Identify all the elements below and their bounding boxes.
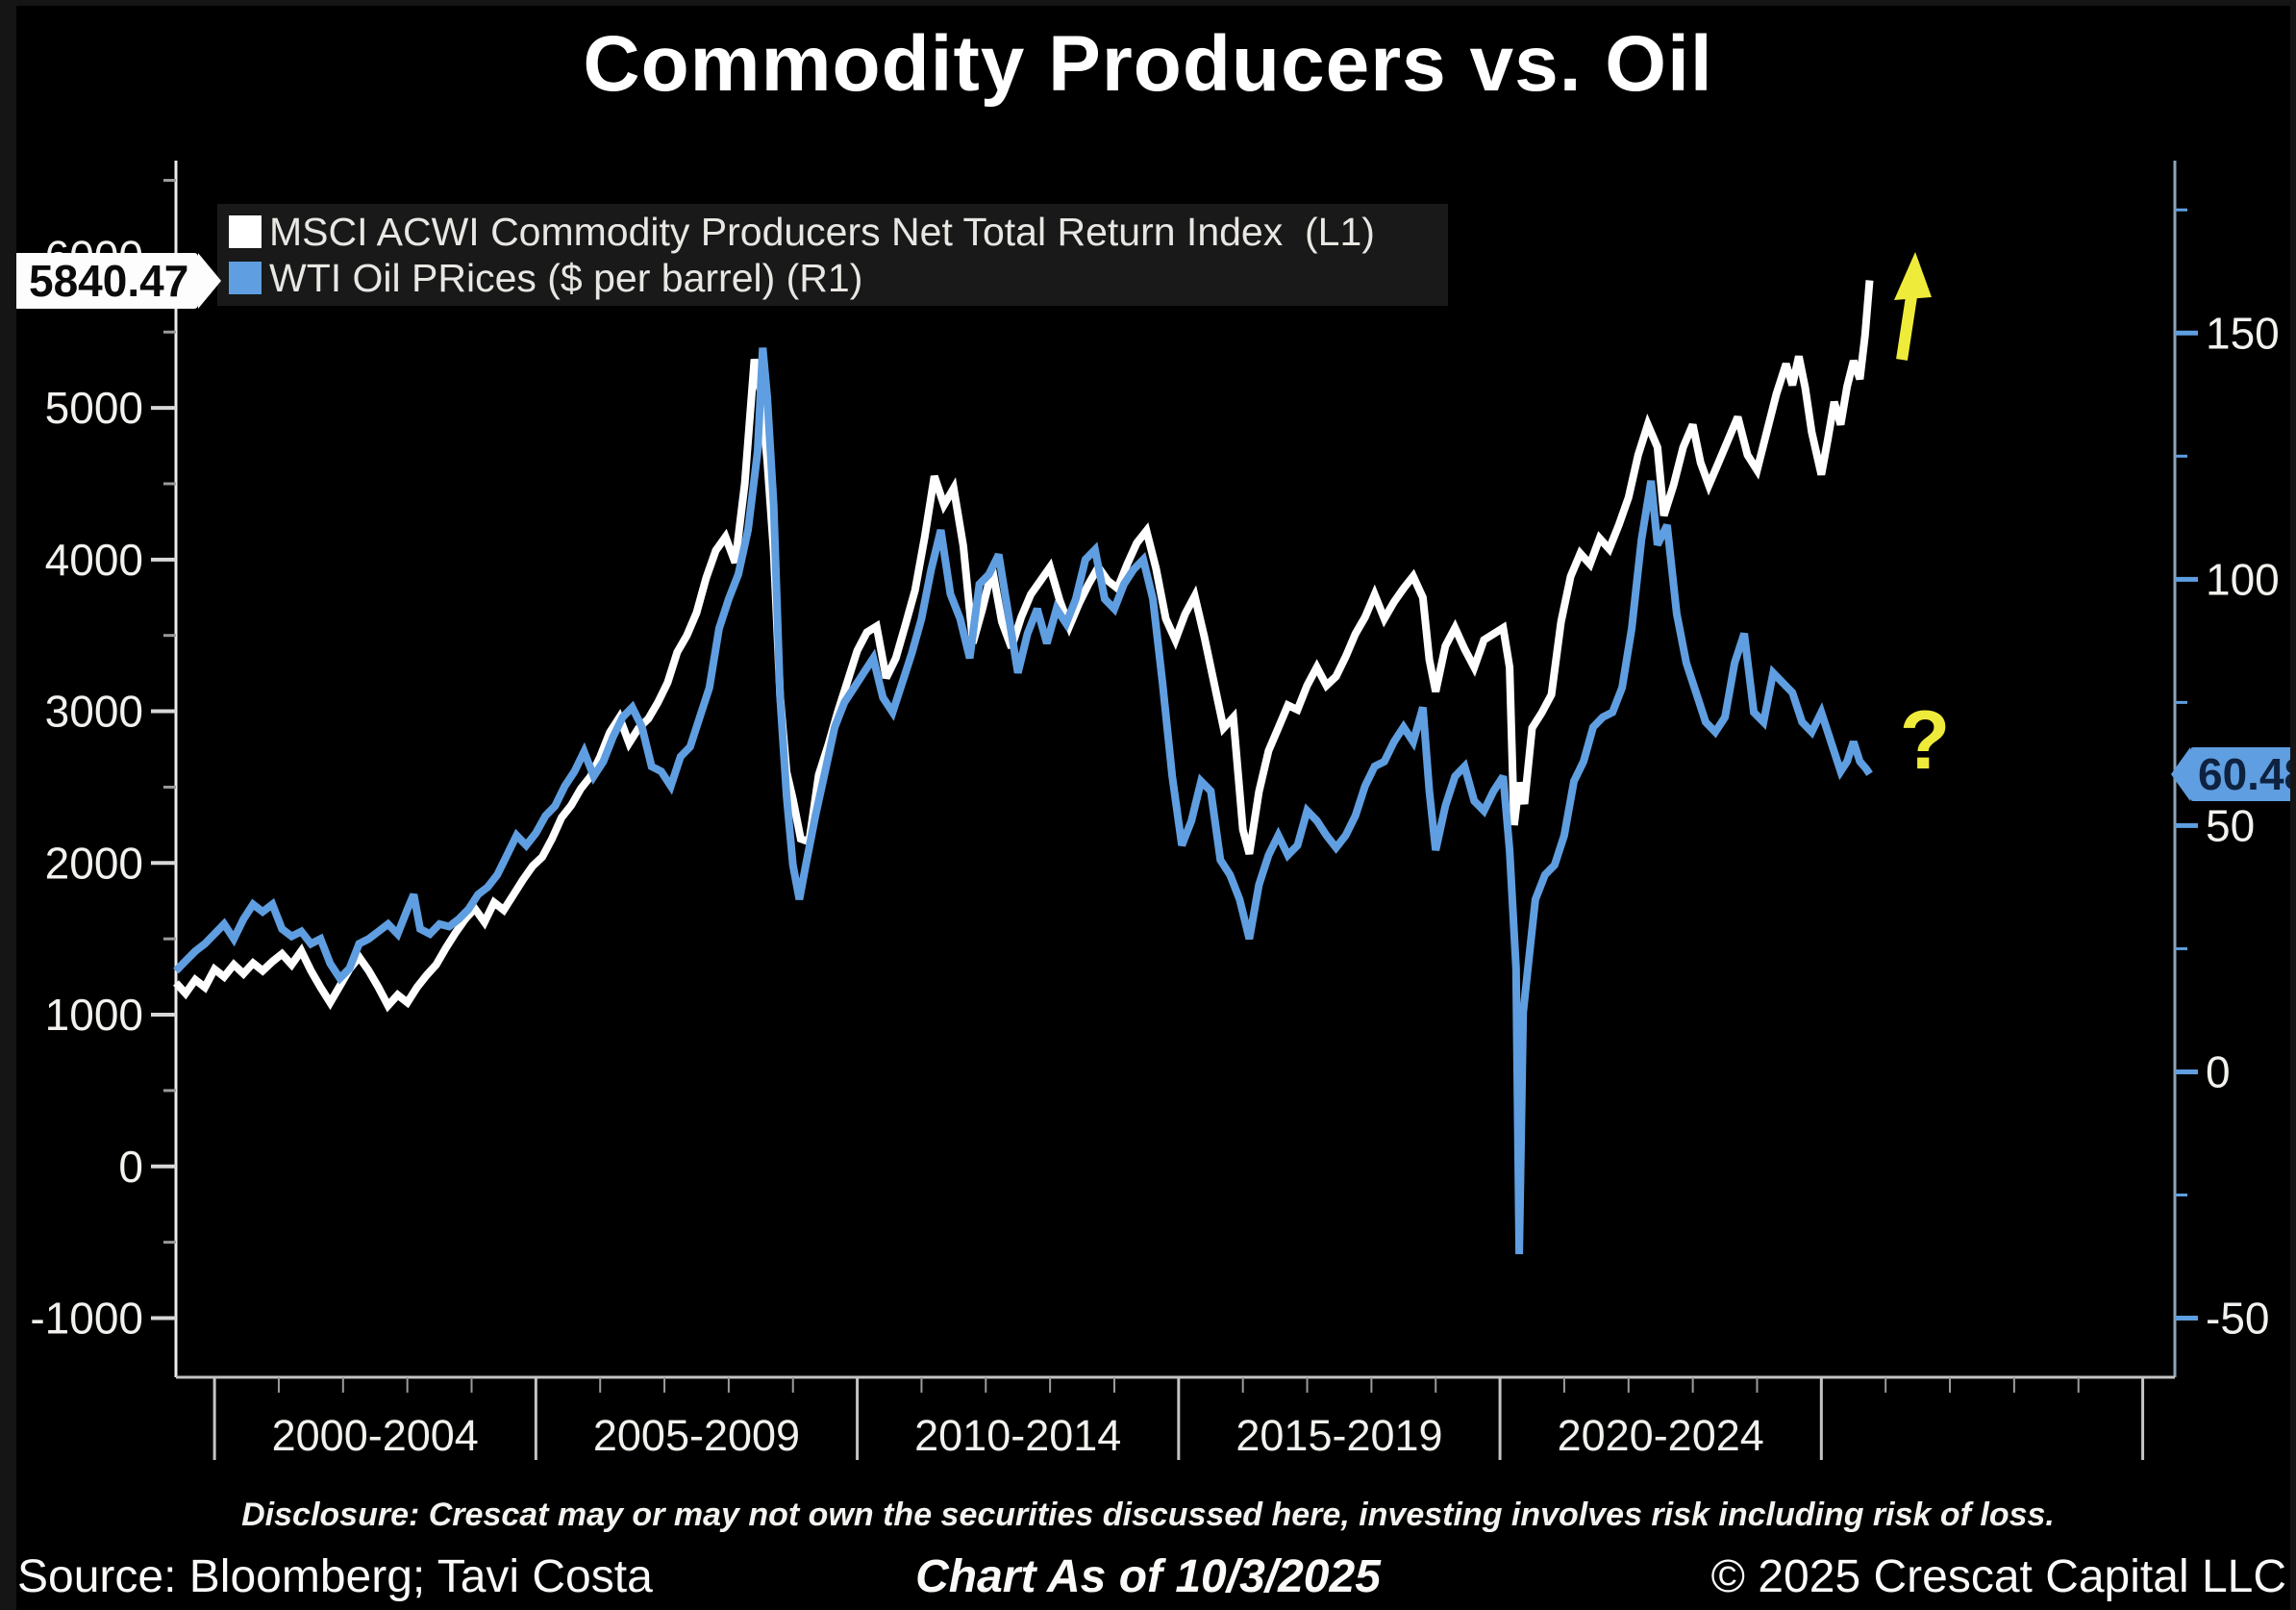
left-axis-tick-label: -1000	[30, 1294, 143, 1344]
left-axis-tick-label: 2000	[45, 838, 143, 888]
msci-series-swatch-icon	[229, 215, 262, 248]
left-axis-tick-label: 3000	[45, 687, 143, 737]
wti-series-swatch-icon	[229, 262, 262, 294]
source-text: Source: Bloomberg; Tavi Costa	[17, 1551, 653, 1602]
x-axis-group-label: 2000-2004	[272, 1411, 479, 1460]
left-axis-last-value-callout: 5840.47	[13, 252, 222, 309]
left-axis-tick-label: 0	[118, 1142, 143, 1192]
x-axis-group-label: 2015-2019	[1235, 1411, 1442, 1460]
legend-item-msci: MSCI ACWI Commodity Producers Net Total …	[229, 209, 1436, 254]
right-axis-tick-label: -50	[2206, 1294, 2269, 1344]
up-arrow-icon	[1896, 289, 1918, 361]
x-axis-group-label: 2005-2009	[593, 1411, 800, 1460]
legend-item-label: MSCI ACWI Commodity Producers Net Total …	[269, 209, 1375, 254]
page-title: Commodity Producers vs. Oil	[583, 20, 1713, 108]
left-callout-value: 5840.47	[13, 252, 199, 309]
right-axis-last-value-callout: 60.48	[2171, 746, 2296, 801]
disclosure-text: Disclosure: Crescat may or may not own t…	[241, 1497, 2055, 1533]
copyright-text: © 2025 Crescat Capital LLC	[1710, 1551, 2286, 1602]
window-edge-left	[0, 0, 16, 1610]
legend: MSCI ACWI Commodity Producers Net Total …	[217, 204, 1448, 306]
left-axis-tick-label: 1000	[45, 990, 143, 1040]
right-axis-tick-label: 0	[2206, 1047, 2231, 1097]
footer: Source: Bloomberg; Tavi Costa Chart As o…	[0, 1550, 2296, 1606]
right-axis-tick-label: 150	[2206, 308, 2280, 358]
right-pointer-icon	[198, 252, 222, 309]
question-mark-annotation: ?	[1900, 694, 1951, 787]
chart-as-of-text: Chart As of 10/3/2025	[915, 1551, 1381, 1602]
legend-item-wti: WTI Oil PRices ($ per barrel) (R1)	[229, 255, 1436, 300]
x-axis-group-label: 2020-2024	[1558, 1411, 1764, 1460]
right-axis-tick-label: 50	[2206, 800, 2255, 850]
window-edge-top	[0, 0, 2296, 6]
up-arrow-head-icon	[1894, 252, 1932, 300]
x-axis-group-label: 2010-2014	[914, 1411, 1121, 1460]
window-edge-right	[2290, 0, 2296, 1610]
right-callout-value: 60.48	[2190, 746, 2296, 801]
left-pointer-icon	[2171, 746, 2190, 801]
left-axis-tick-label: 4000	[45, 535, 143, 585]
left-axis-tick-label: 5000	[45, 383, 143, 433]
right-axis-tick-label: 100	[2206, 554, 2280, 604]
series-line-wti	[173, 347, 1873, 1255]
series-line-msci	[173, 280, 1874, 1013]
legend-item-label: WTI Oil PRices ($ per barrel) (R1)	[269, 255, 863, 300]
